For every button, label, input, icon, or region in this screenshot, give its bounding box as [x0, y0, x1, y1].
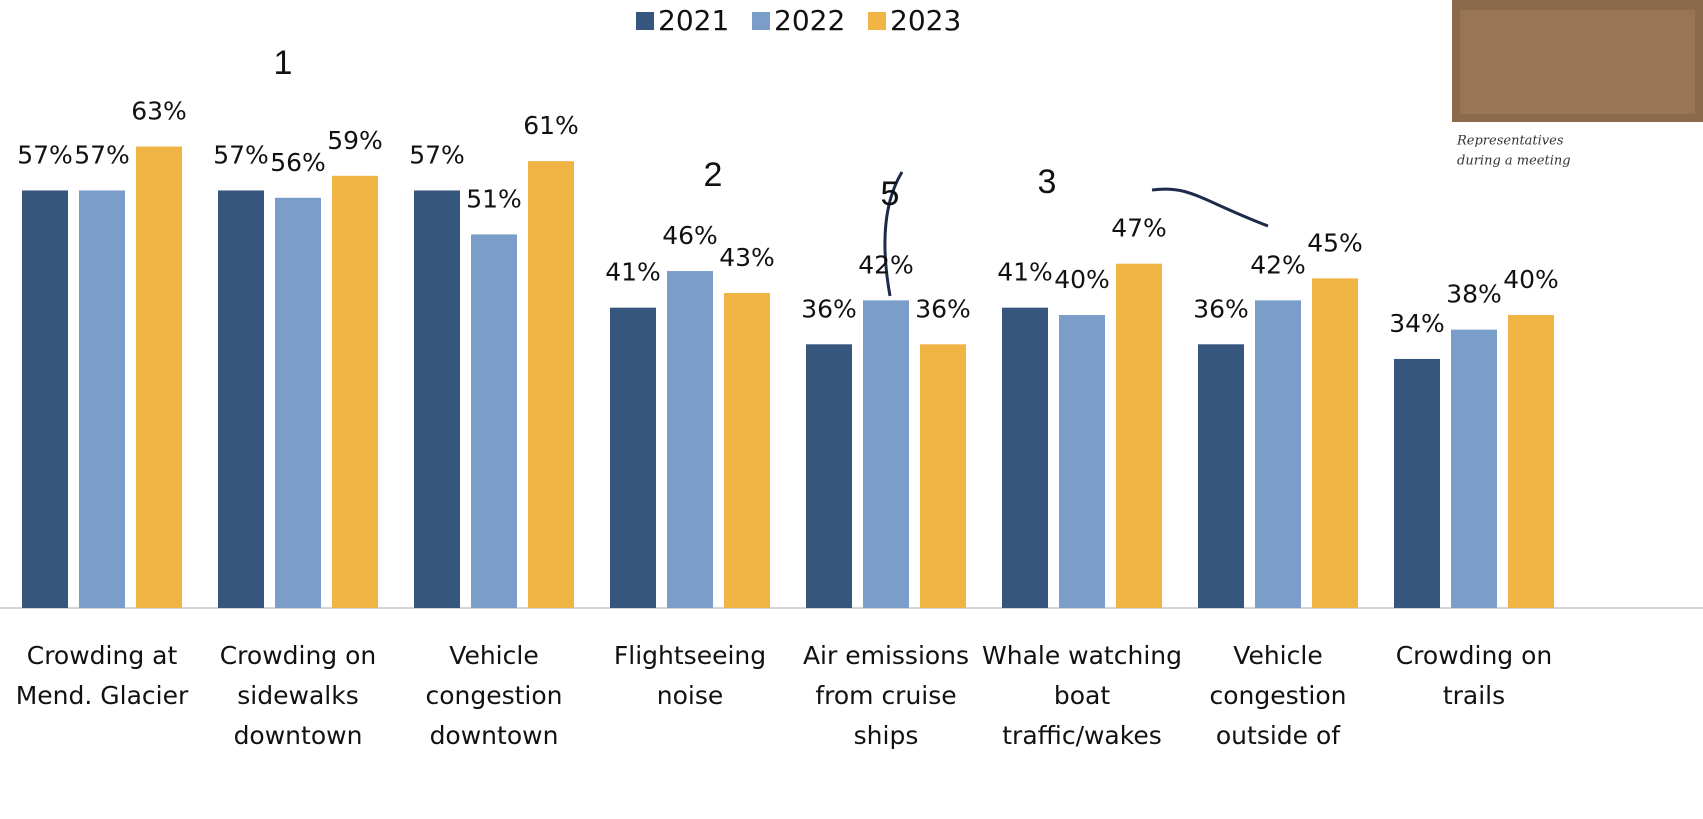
value-label: 56% [270, 148, 326, 177]
value-label: 51% [466, 184, 522, 213]
value-label: 47% [1111, 214, 1167, 243]
x-tick-label: boat [1054, 681, 1110, 710]
annotation: 2 [704, 156, 723, 194]
value-label: 40% [1503, 265, 1559, 294]
x-tick-label: Mend. Glacier [16, 681, 189, 710]
value-label: 41% [997, 258, 1053, 287]
bar [218, 190, 264, 608]
value-label: 42% [858, 250, 914, 279]
bar [610, 307, 656, 608]
x-tick-label: downtown [234, 721, 363, 750]
x-tick-label: Crowding on [220, 641, 377, 670]
bar [920, 344, 966, 608]
x-tick-label: from cruise [815, 681, 956, 710]
x-tick-label: noise [657, 681, 724, 710]
value-label: 45% [1307, 228, 1363, 257]
x-tick-label: Crowding at [27, 641, 178, 670]
value-label: 36% [801, 294, 857, 323]
annotation: 1 [274, 44, 293, 82]
bar [1002, 307, 1048, 608]
legend-swatch [636, 12, 654, 30]
x-tick-label: Flightseeing [614, 641, 766, 670]
bar [724, 293, 770, 608]
legend-label: 2022 [774, 4, 845, 37]
value-label: 40% [1054, 265, 1110, 294]
x-tick-label: sidewalks [237, 681, 358, 710]
value-label: 57% [74, 140, 130, 169]
bar [275, 197, 321, 608]
bar [1059, 314, 1105, 608]
bar [1394, 358, 1440, 608]
legend-label: 2023 [890, 4, 961, 37]
bar [1255, 300, 1301, 608]
value-label: 42% [1250, 250, 1306, 279]
bar [1451, 329, 1497, 608]
value-label: 34% [1389, 309, 1445, 338]
legend-label: 2021 [658, 4, 729, 37]
x-tick-label: ships [854, 721, 919, 750]
value-label: 59% [327, 126, 383, 155]
x-tick-label: Whale watching [982, 641, 1182, 670]
value-label: 63% [131, 97, 187, 126]
legend-swatch [868, 12, 886, 30]
value-label: 36% [915, 294, 971, 323]
bar [471, 234, 517, 608]
photo-caption: during a meeting [1457, 154, 1571, 169]
value-label: 46% [662, 221, 718, 250]
x-tick-label: trails [1443, 681, 1505, 710]
value-label: 41% [605, 258, 661, 287]
bar [79, 190, 125, 608]
bar [22, 190, 68, 608]
x-tick-label: congestion [1209, 681, 1346, 710]
x-tick-label: Crowding on [1396, 641, 1553, 670]
x-tick-label: outside of [1216, 721, 1341, 750]
bar [1312, 278, 1358, 608]
x-tick-label: Vehicle [1233, 641, 1322, 670]
annotation: 5 [881, 175, 900, 213]
annotation-stroke [883, 171, 904, 297]
x-tick-label: downtown [430, 721, 559, 750]
value-label: 43% [719, 243, 775, 272]
x-tick-label: Vehicle [449, 641, 538, 670]
bar [806, 344, 852, 608]
bar [332, 175, 378, 608]
bar [1116, 263, 1162, 608]
x-tick-label: traffic/wakes [1002, 721, 1162, 750]
value-label: 36% [1193, 294, 1249, 323]
bar [414, 190, 460, 608]
photo-detail [1460, 10, 1695, 114]
legend-swatch [752, 12, 770, 30]
x-tick-label: congestion [425, 681, 562, 710]
bar [1198, 344, 1244, 608]
photo-caption: Representatives [1456, 134, 1564, 149]
x-tick-label: Air emissions [803, 641, 969, 670]
bar [528, 161, 574, 609]
value-label: 57% [17, 140, 73, 169]
bar [136, 146, 182, 608]
annotation-stroke [1151, 187, 1269, 228]
value-label: 57% [213, 140, 269, 169]
bar [667, 271, 713, 608]
value-label: 38% [1446, 280, 1502, 309]
annotation: 3 [1038, 163, 1057, 201]
bar [1508, 314, 1554, 608]
value-label: 57% [409, 140, 465, 169]
bar [863, 300, 909, 608]
value-label: 61% [523, 111, 579, 140]
